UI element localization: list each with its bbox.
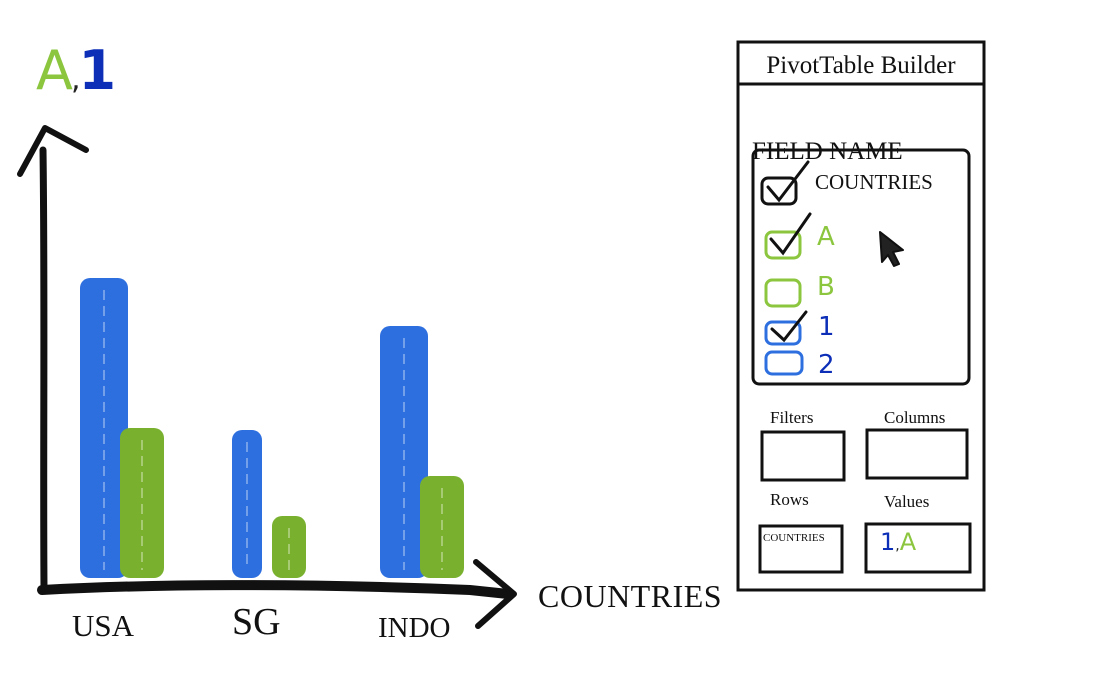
y-label-separator: , [70,62,80,97]
bar-usa-series-a [120,428,164,578]
bar-sg-series-1 [232,430,262,578]
checkbox-b[interactable] [764,278,802,308]
pivot-panel-title: PivotTable Builder [766,52,956,79]
rows-zone-value[interactable]: COUNTRIES [763,532,825,544]
field-label-a[interactable]: A [817,222,835,252]
field-name-label: FIELD NAME [752,138,903,165]
filters-zone-label: Filters [770,408,814,427]
checkbox-a[interactable] [764,230,802,260]
field-label-b[interactable]: B [817,272,835,302]
x-tick-label-indo: INDO [378,612,451,644]
mouse-pointer-icon [879,231,904,267]
values-zone-value-a: A [899,528,917,556]
values-zone-label: Values [884,492,930,511]
y-label-1: 1 [78,39,117,102]
x-tick-label-usa: USA [72,608,135,643]
checkmark-a [769,212,812,256]
rows-zone-label: Rows [770,490,809,509]
columns-zone-label: Columns [884,408,946,427]
rows-zone[interactable] [758,524,844,574]
bar-indo-series-a [420,476,464,578]
checkbox-countries[interactable] [760,176,798,206]
y-axis [39,146,48,592]
x-axis [37,580,513,599]
bars-group [80,278,464,578]
values-zone-value[interactable]: 1,A [880,528,916,556]
field-label-countries[interactable]: COUNTRIES [815,170,933,194]
filters-zone[interactable] [760,430,846,482]
values-zone-value-1: 1 [880,528,896,556]
checkmark-countries [766,160,810,203]
y-label-a: A [36,39,73,102]
pivot-table-builder-panel: PivotTable Builder FIELD NAME [738,40,984,590]
bar-indo-series-1 [380,326,428,578]
x-axis-title: COUNTRIES [538,578,723,614]
field-label-1[interactable]: 1 [818,312,835,342]
checkbox-2[interactable] [764,350,804,376]
y-axis-arrowhead [17,125,89,177]
pivot-panel-frame [736,40,986,592]
field-label-2[interactable]: 2 [818,350,835,380]
values-zone[interactable] [864,522,972,574]
checkmark-1 [770,310,808,343]
field-list-box [751,148,971,386]
y-axis-label: A,1 [36,44,116,98]
x-tick-label-sg: SG [232,601,281,643]
columns-zone[interactable] [865,428,969,480]
values-zone-separator: , [895,538,900,554]
bar-usa-series-1 [80,278,128,578]
bar-sg-series-a [272,516,306,578]
x-axis-arrowhead [473,559,517,629]
checkbox-1[interactable] [764,320,802,346]
